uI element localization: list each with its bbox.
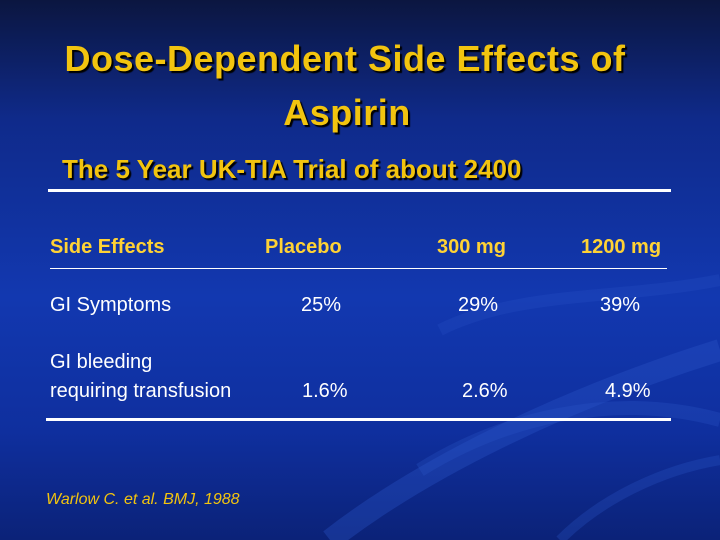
row-gi-bleeding-1200mg: 4.9%	[605, 380, 651, 402]
header-1200mg: 1200 mg	[581, 236, 662, 258]
row-gi-symptoms-1200mg: 39%	[600, 294, 641, 316]
header-300mg: 300 mg	[437, 236, 506, 258]
row-gi-bleeding-300mg: 2.6%	[462, 380, 508, 402]
header-placebo: Placebo	[265, 236, 342, 258]
row-gi-symptoms-placebo: 25%	[301, 294, 342, 316]
row-gi-bleeding-label-line2: requiring transfusion	[50, 380, 232, 402]
header-divider	[50, 268, 667, 269]
table-bottom-rule	[46, 418, 671, 421]
slide-title-line2: Aspirin	[283, 92, 411, 133]
row-gi-symptoms-label: GI Symptoms	[50, 294, 172, 316]
row-gi-bleeding-placebo: 1.6%	[302, 380, 348, 402]
slide-title-line1: Dose-Dependent Side Effects of	[64, 38, 626, 79]
table-top-rule	[48, 189, 671, 192]
row-gi-symptoms-300mg: 29%	[458, 294, 499, 316]
slide-subtitle: The 5 Year UK-TIA Trial of about 2400	[62, 154, 522, 184]
citation: Warlow C. et al. BMJ, 1988	[46, 491, 240, 508]
header-side-effects: Side Effects	[50, 236, 165, 258]
row-gi-bleeding-label-line1: GI bleeding	[50, 351, 153, 373]
